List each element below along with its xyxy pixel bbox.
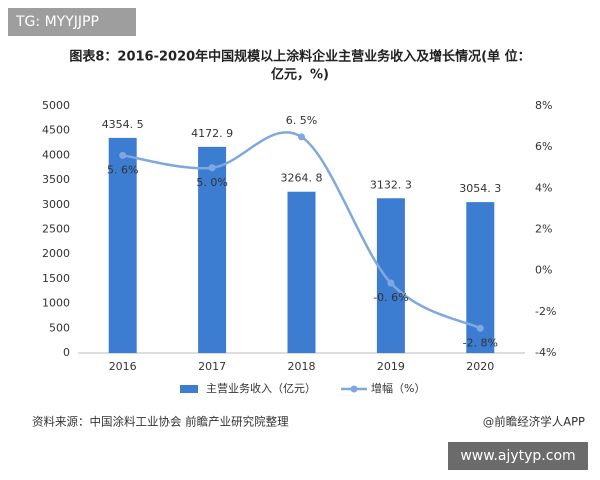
chart-title: 图表8：2016-2020年中国规模以上涂料企业主营业务收入及增长情况(单 位： — [69, 49, 530, 65]
bar-value-label: 3264. 8 — [281, 172, 323, 185]
y-tick-label: 2500 — [42, 223, 70, 236]
line-marker — [298, 133, 305, 141]
y-tick-label: 3000 — [42, 198, 70, 211]
source: 资料来源：中国涂料工业协会 前瞻产业研究院整理 — [32, 415, 289, 429]
y-tick-label: 0 — [63, 346, 70, 359]
line-value-label: -2. 8% — [463, 336, 498, 349]
y-tick-label: 1500 — [42, 272, 70, 285]
line-marker — [476, 324, 484, 332]
x-tick-label: 2020 — [466, 360, 494, 373]
y-tick-label: 1000 — [42, 297, 70, 310]
bar-value-label: 3054. 3 — [459, 182, 501, 195]
tag-box — [8, 8, 136, 36]
y2-tick-label: -2% — [535, 305, 556, 318]
y2-tick-label: 6% — [535, 140, 552, 153]
chart-title-line2: 亿元，%) — [271, 67, 329, 83]
legend-label: 增幅（%） — [371, 381, 425, 395]
legend-label: 主营业务收入（亿元） — [206, 381, 316, 395]
y-tick-label: 4500 — [42, 124, 70, 137]
bar — [287, 191, 316, 353]
x-tick-label: 2016 — [109, 360, 137, 373]
line-marker — [387, 279, 395, 287]
y2-tick-label: 8% — [535, 99, 552, 112]
bar — [376, 198, 405, 353]
bar — [198, 146, 227, 353]
y2-tick-label: 4% — [535, 181, 552, 194]
bar — [108, 137, 137, 353]
line-value-label: 5. 0% — [196, 176, 227, 189]
line-value-label: 5. 6% — [107, 163, 138, 176]
watermark-box — [448, 442, 588, 470]
line-marker — [208, 164, 216, 172]
x-tick-label: 2018 — [288, 360, 316, 373]
y-tick-label: 500 — [49, 321, 70, 334]
y-tick-label: 2000 — [42, 247, 70, 260]
line-marker — [119, 151, 127, 159]
line — [122, 131, 481, 330]
credit: @前瞻经济学人APP — [483, 415, 585, 429]
tag: TG: MYYJJPP — [15, 14, 99, 30]
line-value-label: 6. 5% — [286, 114, 317, 127]
y-tick-label: 5000 — [42, 99, 70, 112]
bar-value-label: 4354. 5 — [102, 118, 144, 131]
y2-tick-label: 0% — [535, 264, 552, 277]
y2-tick-label: -4% — [535, 346, 556, 359]
bar-value-label: 4172. 9 — [191, 127, 233, 140]
line-value-label: -0. 6% — [373, 291, 408, 304]
x-tick-label: 2017 — [198, 360, 226, 373]
y-tick-label: 3500 — [42, 173, 70, 186]
bar-value-label: 3132. 3 — [370, 178, 412, 191]
watermark: www.ajytyp.com — [460, 448, 575, 464]
x-tick-label: 2019 — [377, 360, 405, 373]
y-tick-label: 4000 — [42, 148, 70, 161]
legend-swatch — [180, 385, 198, 393]
y2-tick-label: 2% — [535, 223, 552, 236]
legend-marker — [350, 385, 358, 393]
